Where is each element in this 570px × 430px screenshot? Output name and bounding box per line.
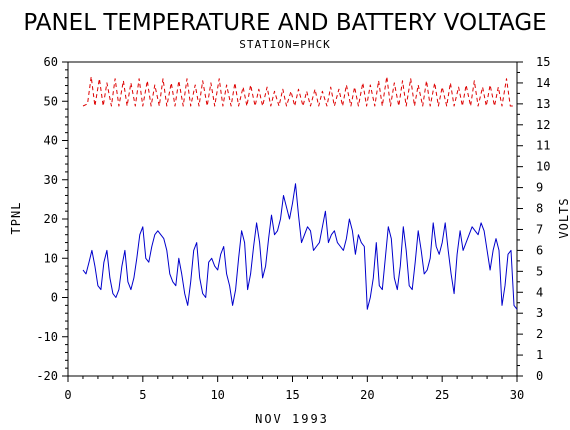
y-tick-label: -20: [36, 369, 58, 383]
y2-tick-label: 15: [536, 55, 550, 69]
x-axis-label: NOV 1993: [255, 412, 329, 426]
y-tick-label: 0: [51, 291, 58, 305]
y-tick-label: -10: [36, 330, 58, 344]
y2-tick-label: 12: [536, 118, 550, 132]
x-tick-label: 10: [210, 388, 224, 402]
y2-tick-label: 4: [536, 285, 543, 299]
temperature-series-line: [82, 183, 518, 310]
y2-tick-label: 10: [536, 160, 550, 174]
y-tick-label: 30: [44, 173, 58, 187]
y2-tick-label: 14: [536, 76, 550, 90]
x-tick-label: 0: [64, 388, 71, 402]
x-tick-label: 25: [435, 388, 449, 402]
chart-title: PANEL TEMPERATURE AND BATTERY VOLTAGE: [23, 10, 546, 36]
y2-tick-label: 3: [536, 306, 543, 320]
y-tick-label: 40: [44, 134, 58, 148]
y2-tick-label: 5: [536, 264, 543, 278]
y2-tick-label: 6: [536, 243, 543, 257]
y-tick-label: 10: [44, 251, 58, 265]
series-layer: [82, 76, 518, 310]
x-tick-label: 20: [360, 388, 374, 402]
chart-subtitle: STATION=PHCK: [239, 38, 330, 51]
y-tick-label: 50: [44, 94, 58, 108]
x-tick-label: 5: [139, 388, 146, 402]
voltage-series-line: [82, 76, 514, 107]
axes: 0 5 10 15 20 25 30-20-100102030405060012345678…: [36, 55, 550, 402]
x-tick-label: 30: [510, 388, 524, 402]
y2-tick-label: 13: [536, 97, 550, 111]
x-tick-label: 15: [285, 388, 299, 402]
y2-tick-label: 8: [536, 202, 543, 216]
y2-tick-label: 2: [536, 327, 543, 341]
y2-tick-label: 11: [536, 139, 550, 153]
y2-axis-label: VOLTS: [557, 197, 570, 238]
plot-frame: [67, 61, 518, 377]
y-axis-label: TPNL: [9, 202, 23, 235]
y-tick-label: 60: [44, 55, 58, 69]
y-tick-label: 20: [44, 212, 58, 226]
y2-tick-label: 1: [536, 348, 543, 362]
y2-tick-label: 9: [536, 181, 543, 195]
y2-tick-label: 7: [536, 222, 543, 236]
y2-tick-label: 0: [536, 369, 543, 383]
